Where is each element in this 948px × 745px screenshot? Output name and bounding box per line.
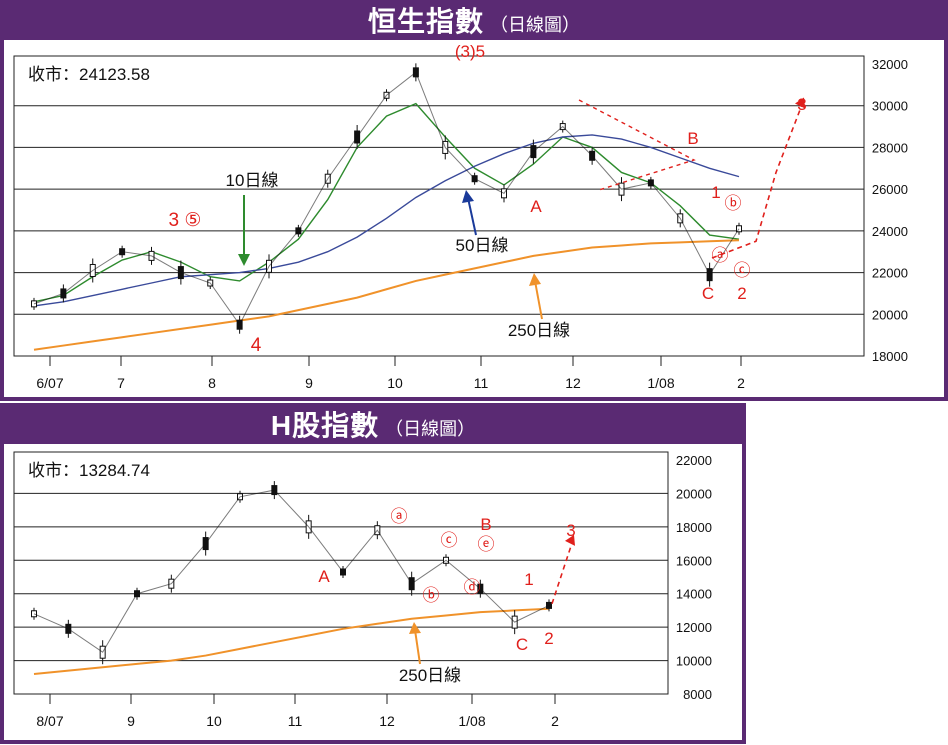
hs-x-tick-label: 11 xyxy=(288,713,303,729)
hs-wave-label-d: ⓓ xyxy=(464,578,481,597)
hsi-y-tick-label: 32000 xyxy=(872,57,908,72)
hs-wave-label-c: ⓒ xyxy=(441,531,458,550)
hsi-wave-label-3-target: 3 xyxy=(797,95,806,114)
hsi-y-tick-label: 30000 xyxy=(872,99,908,114)
hs-x-tick-label: 9 xyxy=(127,713,135,729)
hs-x-tick-label: 8/07 xyxy=(36,713,63,729)
hsi-x-tick-label: 7 xyxy=(117,375,125,391)
hsi-series-ma10 xyxy=(33,102,740,303)
hshares-title: H股指數 xyxy=(270,410,380,441)
hsi-x-tick-label: 6/07 xyxy=(36,375,63,391)
hs-y-tick-label: 10000 xyxy=(676,654,712,669)
hs-projection-line xyxy=(551,536,575,604)
hsi-title: 恒生指數 xyxy=(367,6,484,37)
hs-y-tick-label: 18000 xyxy=(676,520,712,535)
hsi-panel: 恒生指數 （日線圖） 32000 30000 28000 26000 24000 22000… xyxy=(0,0,948,401)
hsi-wave-label-4: 4 xyxy=(251,335,262,356)
hshares-chart-area: 22000 20000 18000 16000 14000 12000 10000 8000 8… xyxy=(4,444,742,740)
hsi-chart-area: 32000 30000 28000 26000 24000 22000 20000 18000… xyxy=(4,40,944,397)
hs-y-tick-label: 22000 xyxy=(676,453,712,468)
hs-projection-arrowhead xyxy=(565,534,575,546)
hs-wave-label-a: ⓐ xyxy=(391,507,408,526)
hsi-x-tick-label: 10 xyxy=(387,375,403,391)
hsi-y-tick-label: 24000 xyxy=(872,224,908,239)
hsi-ma250-label: 250日線 xyxy=(508,321,570,340)
hsi-ma50-pointer-head xyxy=(462,190,474,203)
hs-plot-frame xyxy=(13,451,669,695)
hsi-x-tick-label: 11 xyxy=(474,375,489,391)
hsi-ma10-label: 10日線 xyxy=(226,171,279,190)
hsi-projection-line xyxy=(711,99,805,259)
hs-wave-label-e: ⓔ xyxy=(478,535,495,554)
hs-series-ma250 xyxy=(33,607,550,675)
hs-wave-label-b: ⓑ xyxy=(423,586,440,605)
hsi-wave-label-3-5-left: 3 ⑤ xyxy=(169,210,202,231)
hs-wave-label-C: C xyxy=(516,635,528,654)
hs-y-tick-label: 20000 xyxy=(676,486,712,501)
hsi-wave-label-b: ⓑ xyxy=(725,194,742,213)
hsi-y-tick-label: 26000 xyxy=(872,182,908,197)
hs-wave-label-2: 2 xyxy=(544,629,553,648)
hsi-y-tick-label: 20000 xyxy=(872,307,908,322)
hs-price-line xyxy=(33,489,550,653)
hsi-title-bar: 恒生指數 （日線圖） xyxy=(0,0,948,40)
hsi-wave-label-2: 2 xyxy=(737,284,746,303)
hsi-subtitle: （日線圖） xyxy=(490,15,580,35)
hs-x-tick-label: 12 xyxy=(379,713,395,729)
hsi-wave-label-3-5: (3)5 xyxy=(455,42,485,61)
hsi-x-tick-label: 2 xyxy=(737,375,745,391)
hshares-subtitle: （日線圖） xyxy=(385,419,476,439)
hsi-wave-label-1: 1 xyxy=(711,183,720,202)
hsi-x-tick-label: 8 xyxy=(208,375,216,391)
hshares-chart: 22000 20000 18000 16000 14000 12000 10000 8000 8… xyxy=(13,451,712,729)
hs-wave-label-3: 3 xyxy=(566,521,575,540)
hsi-y-tick-label: 28000 xyxy=(872,140,908,155)
hshares-panel: H股指數 （日線圖） 22000 20000 18000 16000 14000 12000… xyxy=(0,403,746,744)
hs-y-tick-label: 16000 xyxy=(676,553,712,568)
hsi-series-ma250 xyxy=(33,239,740,351)
hs-y-tick-label: 12000 xyxy=(676,620,712,635)
hsi-ma250-pointer xyxy=(534,280,543,320)
hs-close-label: 收市：13284.74 xyxy=(28,461,150,480)
hs-ma250-pointer-head xyxy=(409,622,421,634)
hsi-ma50-pointer xyxy=(467,197,477,236)
hs-y-tick-label: 8000 xyxy=(683,687,712,702)
hsi-y-tick-label: 18000 xyxy=(872,349,908,364)
hsi-wave-label-c: ⓒ xyxy=(734,261,751,280)
hsi-ma10-pointer-head xyxy=(238,254,250,266)
hs-ma250-label: 250日線 xyxy=(399,666,461,685)
hsi-chart: 32000 30000 28000 26000 24000 22000 20000 18000… xyxy=(13,42,908,391)
hs-x-tick-label: 2 xyxy=(551,713,559,729)
hsi-y-tick-label: 22000 xyxy=(872,266,908,281)
hsi-x-tick-label: 1/08 xyxy=(647,375,674,391)
hs-wave-label-B: B xyxy=(480,515,491,534)
hs-x-tick-label: 10 xyxy=(206,713,222,729)
hs-wave-label-A: A xyxy=(318,567,330,586)
hsi-wave-label-A: A xyxy=(530,197,542,216)
hsi-plot-frame xyxy=(13,55,865,357)
hsi-x-tick-label: 9 xyxy=(305,375,313,391)
hsi-price-line xyxy=(33,71,740,326)
hsi-projection-arrowhead xyxy=(795,97,805,109)
hs-wave-label-1: 1 xyxy=(524,570,533,589)
hshares-title-bar: H股指數 （日線圖） xyxy=(0,403,746,443)
hsi-ma250-pointer-head xyxy=(529,273,541,286)
hsi-wave-label-C: C xyxy=(702,284,714,303)
hsi-close-label: 收市：24123.58 xyxy=(28,65,150,84)
hs-y-tick-label: 14000 xyxy=(676,587,712,602)
hsi-x-tick-label: 12 xyxy=(565,375,581,391)
hsi-triangle-b xyxy=(578,99,696,191)
hs-ma250-pointer xyxy=(414,629,421,665)
hsi-ma50-label: 50日線 xyxy=(456,236,509,255)
hsi-wave-label-a: ⓐ xyxy=(712,246,729,265)
hsi-wave-label-B: B xyxy=(687,129,698,148)
hsi-series-ma50 xyxy=(33,134,740,307)
hs-x-tick-label: 1/08 xyxy=(458,713,485,729)
